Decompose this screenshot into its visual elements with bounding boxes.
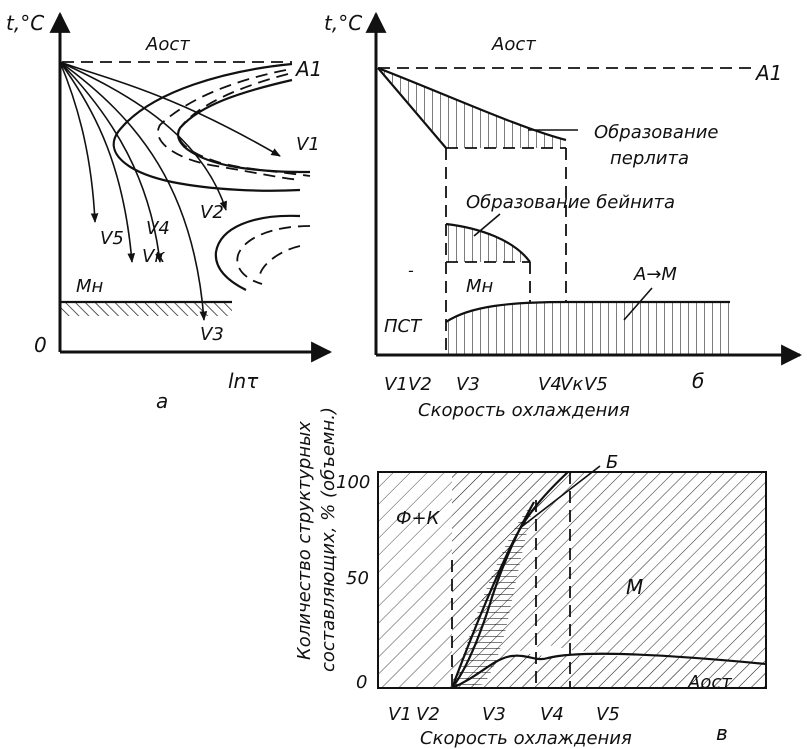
panel-a-label-v1: V1: [296, 134, 320, 155]
panel-a-label-v3: V3: [200, 324, 224, 345]
panel-c-frame: [377, 471, 767, 689]
panel-b-pearlite-label-2: перлита: [610, 148, 689, 169]
panel-c-tick-v4: V4: [540, 704, 564, 725]
panel-b-pearlite-label-1: Образование: [594, 122, 719, 143]
panel-a-c-dash-2: [177, 73, 311, 177]
panel-a-label-v5: V5: [100, 228, 124, 249]
panel-a-aost-label: Aост: [145, 34, 190, 55]
panel-c-tick-v2: V2: [416, 704, 440, 725]
panel-c-fk-region-2: [452, 472, 568, 688]
panel-c-tick-v1: V1: [388, 704, 412, 725]
panel-a: t,°C lnτ 0 Aост A1 Mн V1 V2 V3 Vк V4 V5 …: [6, 11, 333, 413]
panel-c-aost-region: [452, 653, 766, 688]
panel-c-aost-curve: [451, 652, 767, 690]
panel-b-pst-label: ПСТ: [384, 316, 423, 337]
panel-a-mn-label: Mн: [76, 276, 104, 297]
panel-a-y-label: t,°C: [6, 11, 44, 35]
panel-c-fk-region: [378, 472, 452, 688]
panel-c-y-title-2: составляющих, % (объемн.): [318, 407, 339, 672]
panel-b-pearlite-upper-edge: [377, 66, 567, 142]
panel-b-a1-label: A1: [754, 61, 782, 85]
panel-b-am-leader: [623, 287, 653, 321]
panel-b-tag: б: [692, 369, 704, 393]
panel-a-x-label: lnτ: [228, 369, 259, 393]
panel-a-c-curve-start: [112, 62, 301, 192]
panel-b-am-region: [446, 302, 730, 355]
panel-c-y-tick-100: 100: [336, 472, 370, 493]
panel-c-tick-v3: V3: [482, 704, 506, 725]
panel-c-tick-v5: V5: [596, 704, 620, 725]
panel-c-y-title-1: Количество структурных: [294, 421, 315, 660]
panel-b-pearlite-lower-edge: [377, 67, 447, 149]
panel-a-bainite-curve: [214, 214, 301, 291]
panel-b-am-edge: [445, 300, 730, 323]
panel-c-fk-label: Ф+К: [396, 508, 441, 529]
panel-b-aost-label: Aост: [491, 34, 536, 55]
panel-b-bainite-edge: [445, 222, 531, 263]
panel-a-bainite-dash-2: [259, 245, 301, 275]
panel-b-bainite-region: [446, 224, 530, 262]
panel-a-tag: а: [156, 389, 168, 413]
panel-c-tag: в: [716, 721, 728, 745]
panel-a-c-dash-1: [157, 69, 301, 181]
panel-c-y-tick-50: 50: [346, 568, 369, 589]
panel-b-tick-v3: V3: [456, 374, 480, 395]
panel-b-am-label: A→M: [633, 264, 677, 285]
panel-a-a1-label: A1: [294, 57, 322, 81]
panel-b-mn-label: Mн: [466, 276, 494, 297]
panel-a-cooling-curve-v3: [59, 61, 208, 321]
panel-c-m-label: М: [626, 575, 643, 599]
panel-a-cooling-curve-v1: [59, 61, 281, 157]
panel-c-b-start-curve: [451, 501, 535, 689]
panel-c: Ф+К Б М Aост 100 50 0 Количество структу…: [294, 407, 767, 749]
panel-c-b-label: Б: [606, 452, 618, 473]
panel-a-cooling-curve-v5: [59, 61, 99, 223]
panel-b-tick-v5: V5: [584, 374, 608, 395]
panel-c-b-leader: [519, 465, 601, 529]
panel-b-tick-vk: Vк: [560, 374, 583, 395]
panel-b-bainite-label: Образование бейнита: [466, 192, 675, 213]
panel-a-cooling-curve-v4: [59, 61, 136, 263]
panel-a-label-vk: Vк: [142, 246, 165, 267]
panel-a-origin: 0: [34, 333, 47, 357]
panel-a-label-v4: V4: [146, 218, 170, 239]
panel-b-bainite-leader: [473, 213, 501, 237]
panel-b-tick-mark: -: [408, 261, 414, 280]
panel-a-bainite-dash: [236, 225, 311, 285]
panel-b-tick-v4: V4: [538, 374, 562, 395]
panel-b-tick-v1: V1: [384, 374, 408, 395]
panel-a-cooling-curve-vk: [59, 61, 163, 263]
panel-a-mn-hatch: [60, 302, 232, 316]
panel-c-m-region: [452, 472, 766, 688]
panel-b: t,°C Aост A1 Образование перлита Образов…: [324, 11, 803, 421]
panel-c-y-tick-0: 0: [356, 672, 367, 693]
panel-a-label-v2: V2: [200, 202, 224, 223]
panel-b-x-title: Скорость охлаждения: [418, 400, 630, 421]
panel-a-cooling-curve-v2: [59, 61, 227, 211]
panel-c-aost-label: Aост: [687, 672, 732, 693]
panel-c-x-title: Скорость охлаждения: [420, 728, 632, 749]
panel-b-tick-v2: V2: [408, 374, 432, 395]
panel-b-y-label: t,°C: [324, 11, 362, 35]
